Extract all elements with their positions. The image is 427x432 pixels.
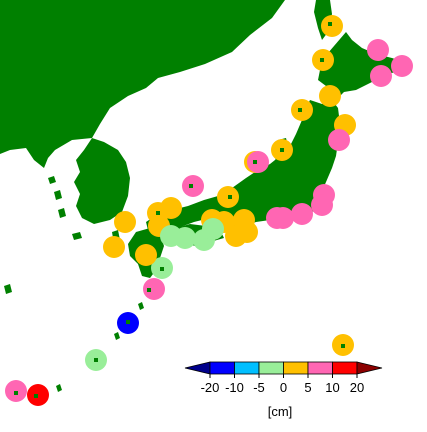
station-marker [391, 55, 413, 77]
station-marker [311, 194, 333, 216]
island-fragment [94, 358, 98, 362]
colorbar-unit-label: [cm] [268, 404, 293, 419]
station-marker [247, 151, 269, 173]
station-marker [114, 211, 136, 233]
colorbar-ticks: -20 -10 -5 0 5 10 20 [201, 374, 364, 395]
colorbar-bins [184, 361, 383, 375]
island-fragment [298, 108, 302, 112]
colorbar-tick-label: 0 [280, 380, 287, 395]
colorbar-bin [209, 361, 235, 375]
jeju-island [72, 232, 82, 240]
island-fragment [189, 184, 193, 188]
china-coast-islet [4, 284, 12, 294]
west-coast-islets [48, 176, 66, 218]
colorbar-over-triangle [356, 361, 383, 375]
station-marker [266, 207, 288, 229]
island-fragment [160, 267, 164, 271]
island-fragment [34, 394, 38, 398]
station-marker [143, 278, 165, 300]
korea-peninsula [74, 138, 130, 224]
island-fragment [320, 58, 324, 62]
colorbar-tick-label: -5 [253, 380, 265, 395]
honshu [146, 100, 340, 232]
island-fragment [126, 320, 130, 324]
station-marker [135, 244, 157, 266]
station-marker [367, 39, 389, 61]
island-fragment [14, 391, 18, 395]
tide-station-markers [5, 15, 413, 406]
island-fragment [328, 22, 332, 26]
colorbar-bin [258, 361, 284, 375]
island-fragment [253, 160, 257, 164]
colorbar-bin [332, 361, 358, 375]
station-marker [202, 218, 224, 240]
island-fragment [156, 211, 160, 215]
mainland-landmass [0, 0, 285, 168]
colorbar-tick-label: 5 [304, 380, 311, 395]
station-marker [160, 225, 182, 247]
mainland-peninsula-west [0, 108, 30, 140]
island-fragment [280, 148, 284, 152]
station-marker [370, 65, 392, 87]
station-marker [328, 129, 350, 151]
station-marker [103, 236, 125, 258]
colorbar-tick-label: -10 [225, 380, 244, 395]
colorbar-bin [307, 361, 333, 375]
station-marker [160, 197, 182, 219]
hokkaido [318, 32, 404, 102]
colorbar-tick-label: -20 [201, 380, 220, 395]
colorbar-bin [234, 361, 260, 375]
colorbar-tick-label: 10 [325, 380, 339, 395]
station-marker [319, 85, 341, 107]
island-fragment [147, 288, 151, 292]
station-marker [291, 203, 313, 225]
island-fragment [228, 195, 232, 199]
colorbar: -20 -10 -5 0 5 10 20 [cm] [184, 361, 383, 419]
island-fragment [341, 344, 345, 348]
colorbar-tick-label: 20 [350, 380, 364, 395]
colorbar-bin [283, 361, 309, 375]
